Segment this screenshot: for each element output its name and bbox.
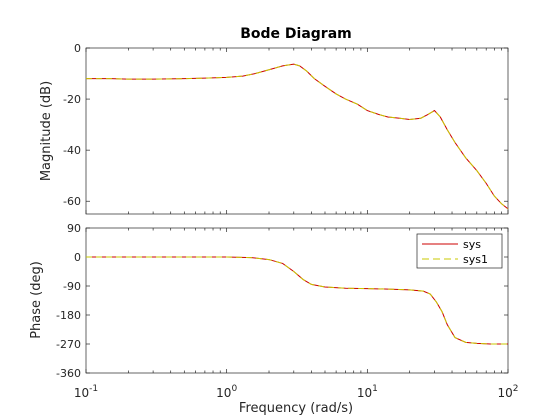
x-tick-label-base: 10	[497, 386, 512, 400]
x-tick-label-base: 10	[357, 386, 372, 400]
x-tick-label: 100	[216, 384, 237, 400]
chart-title: Bode Diagram	[240, 26, 352, 42]
magnitude-series-line-sys	[86, 63, 509, 210]
y-tick-label: -270	[56, 338, 81, 351]
x-tick-label: 102	[497, 384, 518, 400]
y-tick-label: -20	[63, 93, 81, 106]
magnitude-series	[86, 63, 509, 210]
phase-series	[86, 256, 508, 345]
x-tick-label-base: 10	[74, 386, 89, 400]
x-tick-label-exponent: 1	[372, 384, 378, 394]
x-tick-label-exponent: -1	[89, 384, 98, 394]
legend: sys sys1	[416, 233, 503, 269]
y-tick-label: 0	[74, 42, 81, 55]
y-tick-label: -40	[63, 144, 81, 157]
phase-series-line-sys1	[86, 256, 508, 345]
legend-label-sys1: sys1	[463, 253, 488, 266]
x-tick-label: 10-1	[74, 384, 98, 400]
magnitude-y-axis-label: Magnitude (dB)	[39, 81, 54, 181]
x-axis-label: Frequency (rad/s)	[239, 401, 353, 416]
x-tick-label-exponent: 2	[513, 384, 519, 394]
x-tick-label: 101	[357, 384, 378, 400]
legend-label-sys: sys	[463, 238, 481, 251]
magnitude-axes: 0 -20 -40 -60 Magnitude (dB)	[39, 42, 509, 215]
magnitude-ticks: 0 -20 -40 -60	[63, 42, 509, 214]
y-tick-label: 0	[74, 251, 81, 264]
y-tick-label: -60	[63, 195, 81, 208]
y-tick-label: -360	[56, 367, 81, 380]
phase-y-axis-label: Phase (deg)	[29, 261, 44, 339]
y-tick-label: 90	[67, 222, 81, 235]
y-tick-label: -180	[56, 309, 81, 322]
x-tick-label-base: 10	[216, 386, 231, 400]
magnitude-plot-frame	[85, 47, 509, 215]
x-tick-label-exponent: 0	[231, 384, 237, 394]
y-tick-label: -90	[63, 280, 81, 293]
legend-box	[416, 233, 503, 269]
